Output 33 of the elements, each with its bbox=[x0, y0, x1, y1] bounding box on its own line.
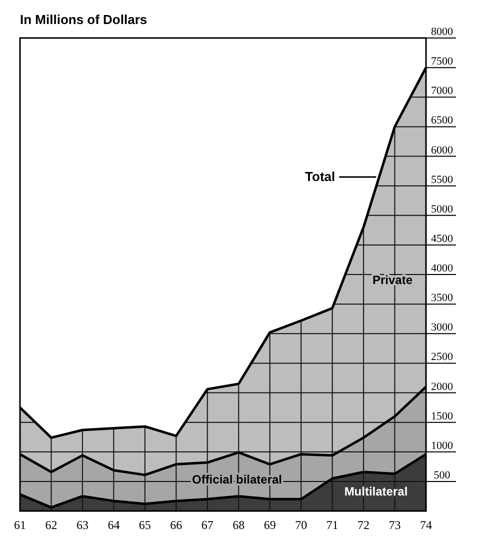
y-tick-label: 3000 bbox=[431, 322, 454, 334]
y-tick-label: 1500 bbox=[431, 410, 454, 422]
y-tick-label: 4500 bbox=[431, 232, 454, 245]
y-tick-label: 2000 bbox=[431, 380, 454, 393]
x-tick-label: 69 bbox=[264, 518, 276, 532]
x-tick-label: 70 bbox=[295, 518, 308, 532]
x-tick-label: 73 bbox=[388, 518, 401, 532]
y-tick-label: 1000 bbox=[431, 440, 454, 452]
annotation: Total bbox=[305, 168, 336, 184]
y-tick-label: 6500 bbox=[431, 114, 454, 127]
y-tick-label: 6000 bbox=[431, 144, 454, 156]
y-tick-label: 2500 bbox=[431, 351, 454, 364]
y-tick-label: 7500 bbox=[431, 56, 454, 68]
y-tick-label: 5000 bbox=[431, 203, 454, 216]
y-tick-label: 500 bbox=[434, 469, 451, 482]
y-tick-label: 8000 bbox=[431, 26, 454, 38]
x-tick-label: 74 bbox=[420, 518, 432, 532]
x-tick-label: 62 bbox=[45, 518, 58, 532]
x-tick-label: 72 bbox=[358, 518, 370, 532]
y-tick-label: 4000 bbox=[431, 262, 454, 274]
x-tick-label: 65 bbox=[138, 518, 151, 532]
x-tick-label: 63 bbox=[76, 518, 88, 532]
y-axis-title: In Millions of Dollars bbox=[20, 12, 148, 27]
x-tick-label: 61 bbox=[14, 518, 26, 532]
series-label: Multilateral bbox=[344, 484, 408, 498]
y-tick-label: 7000 bbox=[431, 85, 454, 98]
y-tick-label: 5500 bbox=[431, 174, 454, 186]
x-tick-label: 67 bbox=[201, 518, 214, 532]
x-tick-label: 68 bbox=[232, 518, 245, 532]
x-tick-label: 64 bbox=[108, 518, 120, 532]
y-tick-label: 3500 bbox=[431, 292, 454, 304]
x-tick-label: 66 bbox=[170, 518, 182, 532]
x-tick-label: 71 bbox=[326, 518, 338, 532]
